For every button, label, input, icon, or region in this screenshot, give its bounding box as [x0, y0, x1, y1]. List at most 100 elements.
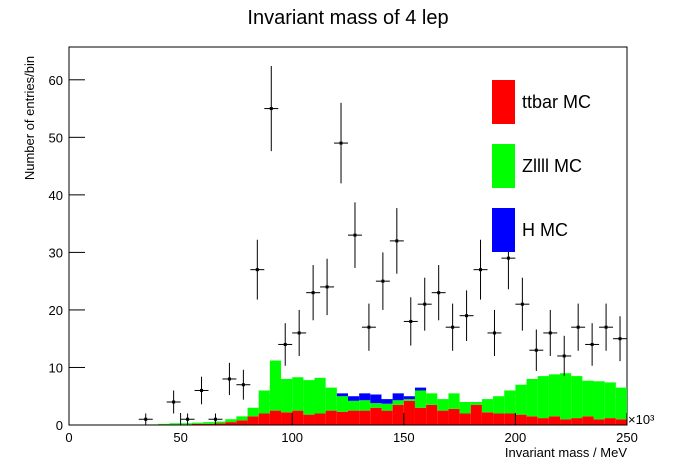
histogram-bar	[281, 412, 293, 425]
histogram-bar	[414, 387, 427, 391]
data-point	[311, 291, 315, 295]
data-point	[492, 331, 496, 335]
data-point	[269, 107, 273, 111]
histogram-bar	[292, 377, 304, 411]
data-point	[618, 337, 622, 341]
histogram-bar	[493, 413, 505, 425]
histogram-bar	[314, 377, 326, 414]
histogram-bar	[348, 396, 360, 401]
histogram-bar	[158, 423, 170, 425]
legend-label: ttbar MC	[522, 92, 591, 112]
legend-label: Zllll MC	[522, 156, 582, 176]
y-tick-label: 40	[49, 188, 63, 203]
x-multiplier: ×10³	[628, 412, 655, 427]
histogram-bar	[515, 384, 527, 415]
histogram-bar	[325, 387, 337, 411]
data-point	[604, 325, 608, 329]
data-point	[437, 291, 441, 295]
histogram-bar	[392, 400, 404, 405]
histogram-bar	[381, 399, 393, 404]
y-tick-label: 30	[49, 245, 63, 260]
histogram-bar	[359, 400, 371, 411]
histogram-bar	[403, 396, 415, 400]
data-point	[353, 233, 357, 237]
histogram-bar	[448, 393, 460, 409]
histogram-bar	[571, 376, 583, 419]
data-point	[534, 348, 538, 352]
histogram-bar	[414, 407, 427, 425]
data-point	[283, 342, 287, 346]
histogram-bar	[403, 400, 415, 425]
legend-swatch	[492, 144, 515, 188]
histogram-bar	[459, 401, 471, 414]
histogram-bar	[336, 393, 348, 397]
histogram-bar	[348, 410, 360, 425]
histogram-bar	[504, 413, 516, 425]
histogram-bar	[348, 400, 360, 411]
histogram-bar	[560, 419, 572, 425]
histogram-bar	[214, 421, 226, 424]
histogram-bar	[526, 416, 538, 425]
legend-swatch	[492, 208, 515, 252]
data-point	[506, 256, 510, 260]
histogram-bar	[571, 418, 583, 425]
histogram-bar	[359, 410, 371, 425]
y-tick-label: 20	[49, 303, 63, 318]
x-tick-label: 50	[173, 430, 187, 445]
x-axis-label: Invariant mass / MeV	[505, 445, 627, 460]
histogram-bar	[303, 414, 315, 425]
data-point	[548, 331, 552, 335]
histogram-bar	[269, 360, 282, 411]
histogram-bar	[258, 390, 270, 414]
histogram-bar	[481, 399, 494, 413]
histogram-bar	[604, 382, 616, 419]
histogram-bar	[225, 419, 237, 423]
histogram-bar	[180, 423, 192, 425]
data-point	[367, 325, 371, 329]
histogram-bar	[448, 408, 460, 425]
histogram-bar	[381, 403, 393, 411]
histogram-bar	[548, 416, 561, 425]
legend-label: H MC	[522, 220, 568, 240]
data-point	[562, 354, 566, 358]
histogram-bar	[493, 396, 505, 414]
histogram-bar	[202, 422, 215, 424]
data-point	[479, 268, 483, 272]
data-point	[325, 285, 329, 289]
histogram-bar	[392, 404, 404, 425]
chart-title: Invariant mass of 4 lep	[247, 7, 448, 29]
histogram-bar	[582, 380, 594, 417]
data-point	[576, 325, 580, 329]
data-point	[297, 331, 301, 335]
y-tick-label: 0	[56, 418, 63, 433]
histogram-bar	[336, 411, 348, 425]
histogram-bar	[169, 423, 181, 425]
data-point	[144, 417, 148, 421]
histogram-bar	[258, 413, 270, 425]
x-tick-label: 100	[281, 430, 303, 445]
data-point	[227, 377, 231, 381]
histogram-bar	[247, 416, 259, 425]
histogram-bar	[504, 390, 516, 414]
x-tick-label: 250	[616, 430, 638, 445]
histogram-bar	[281, 378, 293, 413]
y-tick-label: 10	[49, 360, 63, 375]
histogram-bar	[615, 419, 627, 425]
histogram-bar	[370, 394, 382, 404]
histogram-bar	[214, 423, 226, 425]
histogram-bar	[604, 418, 616, 425]
histogram-bar	[303, 380, 315, 415]
histogram-bar	[236, 416, 248, 421]
histogram-bar	[236, 420, 248, 425]
histogram-bar	[247, 407, 259, 417]
legend-swatch	[492, 80, 515, 124]
histogram-bar	[437, 399, 449, 411]
histogram-bar	[269, 410, 282, 425]
histogram-bar	[359, 393, 371, 401]
data-point	[381, 279, 385, 283]
histogram-bar	[470, 401, 482, 405]
histogram-bar	[370, 403, 382, 408]
histogram-bar	[459, 413, 471, 425]
histogram-bar	[537, 376, 549, 419]
histogram-bar	[526, 378, 538, 417]
